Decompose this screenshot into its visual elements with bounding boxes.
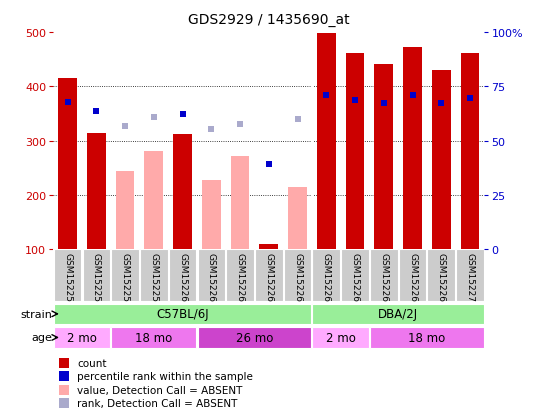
Bar: [432, 71, 451, 250]
Text: GSM152256: GSM152256: [63, 252, 72, 307]
Text: 26 mo: 26 mo: [236, 331, 273, 344]
Text: 2 mo: 2 mo: [67, 331, 97, 344]
Bar: [111, 250, 139, 301]
Bar: [312, 328, 369, 348]
Bar: [456, 250, 484, 301]
Text: GSM152261: GSM152261: [207, 252, 216, 307]
Bar: [312, 304, 484, 324]
Text: GSM152269: GSM152269: [437, 252, 446, 307]
Text: count: count: [77, 358, 106, 368]
Text: DBA/2J: DBA/2J: [378, 308, 418, 320]
Text: rank, Detection Call = ABSENT: rank, Detection Call = ABSENT: [77, 398, 237, 408]
Bar: [144, 151, 163, 250]
Bar: [58, 79, 77, 250]
Text: GSM152264: GSM152264: [293, 252, 302, 307]
Text: GSM152267: GSM152267: [379, 252, 388, 307]
Bar: [198, 250, 225, 301]
Bar: [82, 250, 110, 301]
Bar: [169, 250, 197, 301]
Text: GSM152268: GSM152268: [408, 252, 417, 307]
Text: 2 mo: 2 mo: [326, 331, 356, 344]
Bar: [255, 250, 283, 301]
Bar: [202, 180, 221, 250]
Bar: [375, 65, 393, 250]
Bar: [399, 250, 426, 301]
Bar: [111, 328, 197, 348]
Bar: [284, 250, 311, 301]
Text: C57BL/6J: C57BL/6J: [156, 308, 209, 320]
Bar: [403, 48, 422, 250]
Text: GSM152263: GSM152263: [264, 252, 273, 307]
Text: 18 mo: 18 mo: [135, 331, 172, 344]
Text: GSM152266: GSM152266: [351, 252, 360, 307]
Bar: [54, 328, 110, 348]
Text: GSM152257: GSM152257: [92, 252, 101, 307]
Bar: [198, 328, 311, 348]
Bar: [317, 34, 335, 250]
Text: GSM152270: GSM152270: [465, 252, 474, 307]
Bar: [231, 157, 249, 250]
Bar: [87, 133, 106, 250]
Bar: [54, 304, 311, 324]
Bar: [116, 171, 134, 250]
Text: 18 mo: 18 mo: [408, 331, 446, 344]
Text: GDS2929 / 1435690_at: GDS2929 / 1435690_at: [188, 13, 349, 27]
Text: value, Detection Call = ABSENT: value, Detection Call = ABSENT: [77, 385, 242, 395]
Bar: [370, 250, 398, 301]
Bar: [370, 328, 484, 348]
Text: GSM152260: GSM152260: [178, 252, 187, 307]
Bar: [288, 188, 307, 250]
Bar: [346, 54, 365, 250]
Text: GSM152262: GSM152262: [236, 252, 245, 307]
Text: age: age: [32, 332, 53, 343]
Bar: [54, 250, 81, 301]
Text: strain: strain: [21, 309, 53, 319]
Text: GSM152259: GSM152259: [150, 252, 158, 307]
Bar: [226, 250, 254, 301]
Text: percentile rank within the sample: percentile rank within the sample: [77, 372, 253, 382]
Bar: [427, 250, 455, 301]
Text: GSM152258: GSM152258: [120, 252, 129, 307]
Bar: [341, 250, 369, 301]
Bar: [140, 250, 167, 301]
Bar: [259, 244, 278, 250]
Bar: [312, 250, 340, 301]
Bar: [461, 54, 479, 250]
Bar: [173, 135, 192, 250]
Text: GSM152265: GSM152265: [322, 252, 331, 307]
